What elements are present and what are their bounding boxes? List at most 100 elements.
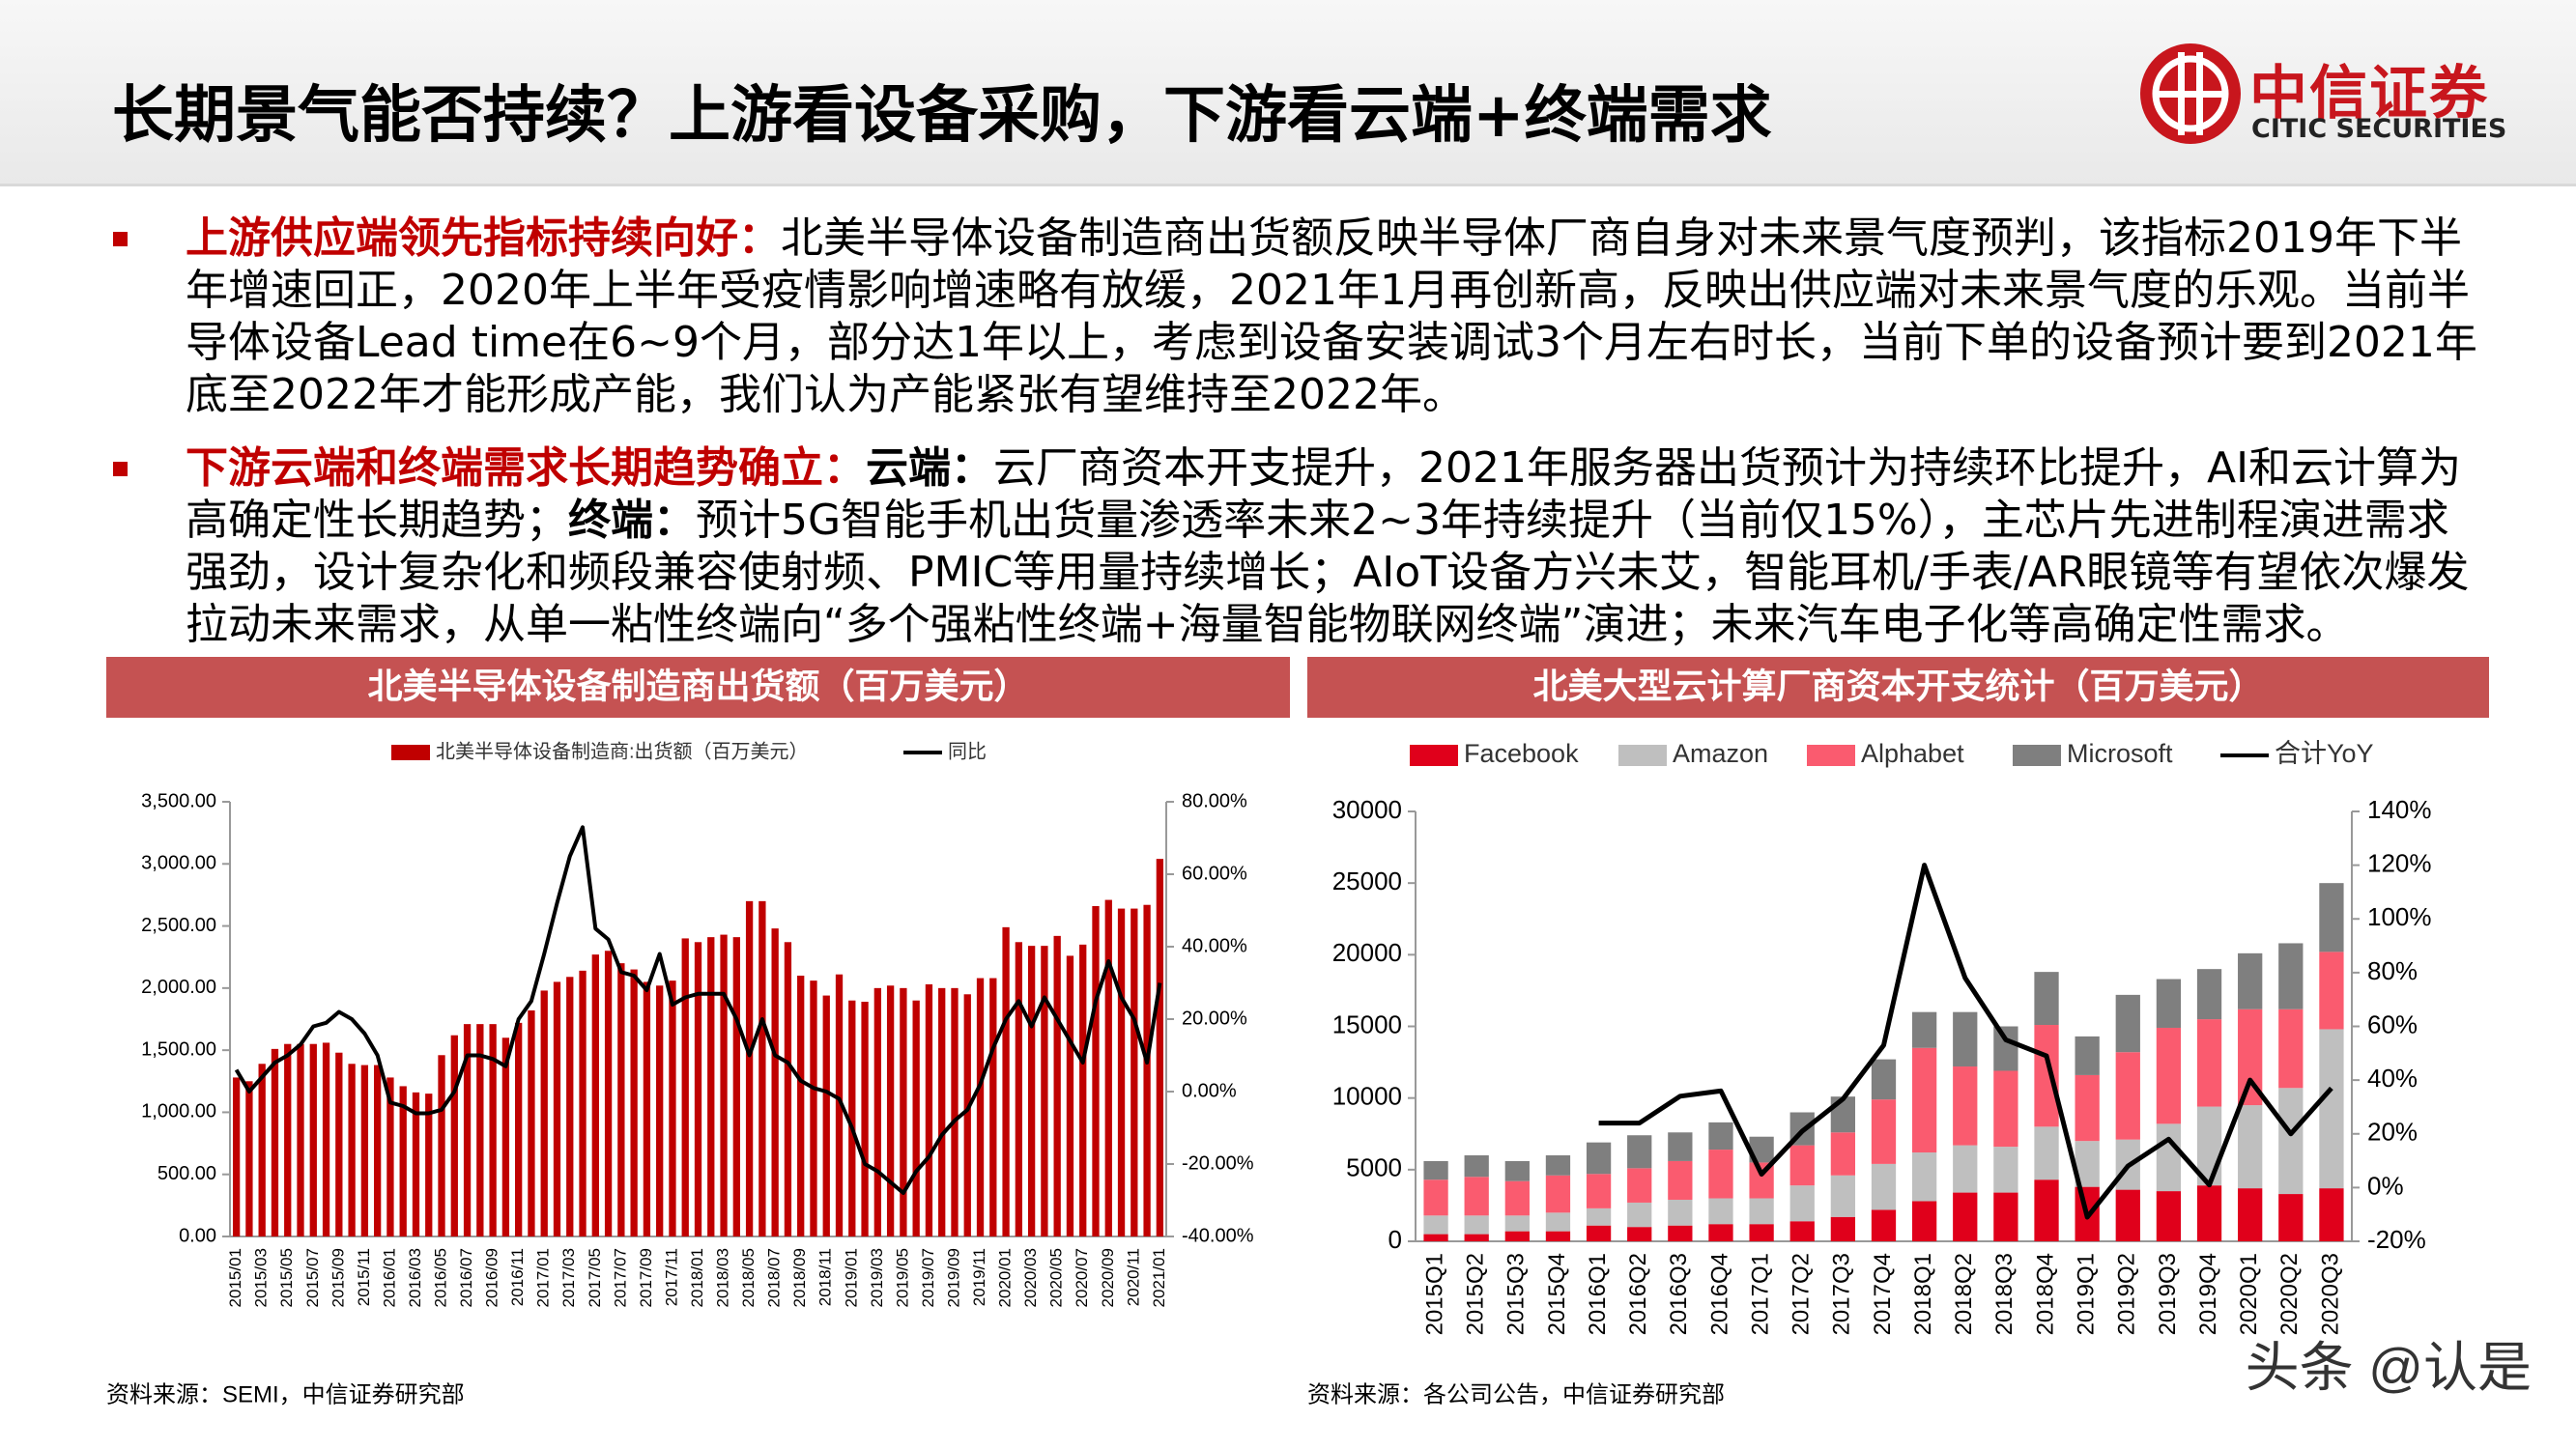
bar — [309, 1043, 317, 1236]
logo-text: 中信证券 — [2249, 60, 2489, 128]
bar — [951, 987, 959, 1236]
bar — [758, 900, 766, 1236]
bullet-label: 终端： — [568, 496, 696, 545]
bar-segment — [1953, 1145, 1978, 1193]
bar — [1015, 942, 1022, 1236]
bar-segment — [2196, 969, 2222, 1020]
bullet: 下游云端和终端需求长期趋势确立：云端：云厂商资本开支提升，2021年服务器出货预… — [113, 442, 2485, 651]
bar-segment — [2238, 1105, 2263, 1189]
bar — [617, 963, 625, 1236]
bar-segment — [1749, 1224, 1774, 1241]
bar — [489, 1024, 497, 1236]
x-tick-label: 2018/03 — [714, 1248, 732, 1307]
bar — [771, 928, 779, 1236]
bar-segment — [1586, 1225, 1612, 1241]
y2-tick-label: 20.00% — [1182, 1008, 1247, 1029]
x-tick-label: 2020/03 — [1021, 1248, 1040, 1307]
x-tick-label: 2016/03 — [406, 1248, 424, 1307]
bar-segment — [2238, 1188, 2263, 1241]
bar-segment — [2196, 1019, 2222, 1107]
bar — [707, 937, 715, 1236]
x-tick-label: 2015Q1 — [1421, 1253, 1447, 1335]
y-tick-label: 1,000.00 — [141, 1101, 216, 1122]
legend-label: 同比 — [948, 740, 987, 762]
bar-segment — [1464, 1177, 1489, 1216]
bullet-text: 北美半导体设备制造商出货额反映半导体厂商自身对未来景气度预判，该指标2019年下… — [186, 213, 2477, 419]
bar-segment — [2196, 1185, 2222, 1241]
bar — [912, 1000, 920, 1236]
x-tick-label: 2016Q1 — [1585, 1253, 1611, 1335]
bar — [822, 995, 830, 1236]
y2-tick-label: -20% — [2367, 1225, 2426, 1254]
y2-tick-label: 20% — [2367, 1118, 2418, 1147]
bar-segment — [1668, 1199, 1693, 1226]
bar-segment — [1668, 1160, 1693, 1200]
bar — [1066, 955, 1074, 1236]
bar-segment — [1911, 1152, 1937, 1202]
bar — [501, 1037, 510, 1236]
x-tick-label: 2020/01 — [996, 1248, 1015, 1307]
x-tick-label: 2018Q3 — [1991, 1253, 2018, 1335]
bar — [399, 1086, 407, 1236]
bar — [656, 985, 664, 1236]
x-tick-label: 2016/09 — [483, 1248, 501, 1307]
x-tick-label: 2021/01 — [1150, 1248, 1168, 1307]
bar-segment — [1871, 1209, 1897, 1241]
legend-label: Amazon — [1673, 739, 1768, 768]
y2-tick-label: 100% — [2367, 902, 2432, 931]
bar-segment — [1668, 1225, 1693, 1241]
bar — [810, 980, 817, 1236]
x-tick-label: 2020/11 — [1124, 1248, 1142, 1306]
x-tick-label: 2018Q2 — [1951, 1253, 1977, 1335]
x-tick-label: 2017Q1 — [1747, 1253, 1773, 1335]
bar-segment — [1830, 1132, 1856, 1176]
bar-segment — [1911, 1047, 1937, 1153]
bar-segment — [1545, 1175, 1571, 1213]
x-tick-label: 2017Q4 — [1870, 1253, 1896, 1335]
bar — [360, 1065, 369, 1236]
x-tick-label: 2020/07 — [1073, 1248, 1091, 1307]
x-tick-label: 2018/11 — [816, 1248, 835, 1306]
legend-swatch — [1410, 745, 1458, 766]
x-tick-label: 2020Q3 — [2317, 1253, 2343, 1335]
bullet: 上游供应端领先指标持续向好：北美半导体设备制造商出货额反映半导体厂商自身对未来景… — [113, 213, 2485, 421]
chart-title: 北美半导体设备制造商出货额（百万美元） — [367, 667, 1028, 706]
bar — [643, 981, 651, 1236]
bar — [284, 1043, 292, 1236]
x-tick-label: 2019/07 — [919, 1248, 937, 1307]
bar-segment — [2278, 943, 2304, 1009]
legend-label: Facebook — [1464, 739, 1579, 768]
bar-segment — [1708, 1198, 1733, 1225]
bar-segment — [1668, 1132, 1693, 1161]
bar-segment — [1423, 1234, 1448, 1241]
x-tick-label: 2020Q2 — [2276, 1253, 2303, 1335]
bar-segment — [1911, 1011, 1937, 1048]
bar — [438, 1055, 445, 1236]
x-tick-label: 2017/03 — [559, 1248, 578, 1307]
x-tick-label: 2015Q4 — [1544, 1253, 1570, 1335]
bullet-text: 预计5G智能手机出货量渗透率未来2~3年持续提升（当前仅15%），主芯片先进制程… — [186, 496, 2470, 649]
bar-segment — [1993, 1147, 2018, 1193]
legend-swatch — [391, 745, 430, 760]
bar-segment — [1586, 1174, 1612, 1208]
x-tick-label: 2017/07 — [611, 1248, 629, 1307]
bar — [245, 1081, 253, 1236]
bar — [1131, 908, 1138, 1236]
bar — [322, 1042, 330, 1236]
bar — [463, 1024, 472, 1236]
title-banner — [106, 657, 1290, 718]
y-tick-label: 3,000.00 — [141, 853, 216, 874]
y-tick-label: 2,500.00 — [141, 915, 216, 936]
line-series — [234, 825, 1162, 1195]
bar-segment — [1504, 1215, 1530, 1232]
bar-segment — [2156, 1123, 2182, 1192]
y2-tick-label: 0.00% — [1182, 1080, 1237, 1101]
x-tick-label: 2017/05 — [586, 1248, 604, 1307]
bar — [604, 951, 613, 1236]
x-tick-label: 2019Q2 — [2114, 1253, 2140, 1335]
x-tick-label: 2015Q3 — [1503, 1253, 1530, 1335]
bar-segment — [1993, 1026, 2018, 1071]
bar-segment — [1953, 1066, 1978, 1146]
chart-title: 北美大型云计算厂商资本开支统计（百万美元） — [1532, 667, 2263, 706]
